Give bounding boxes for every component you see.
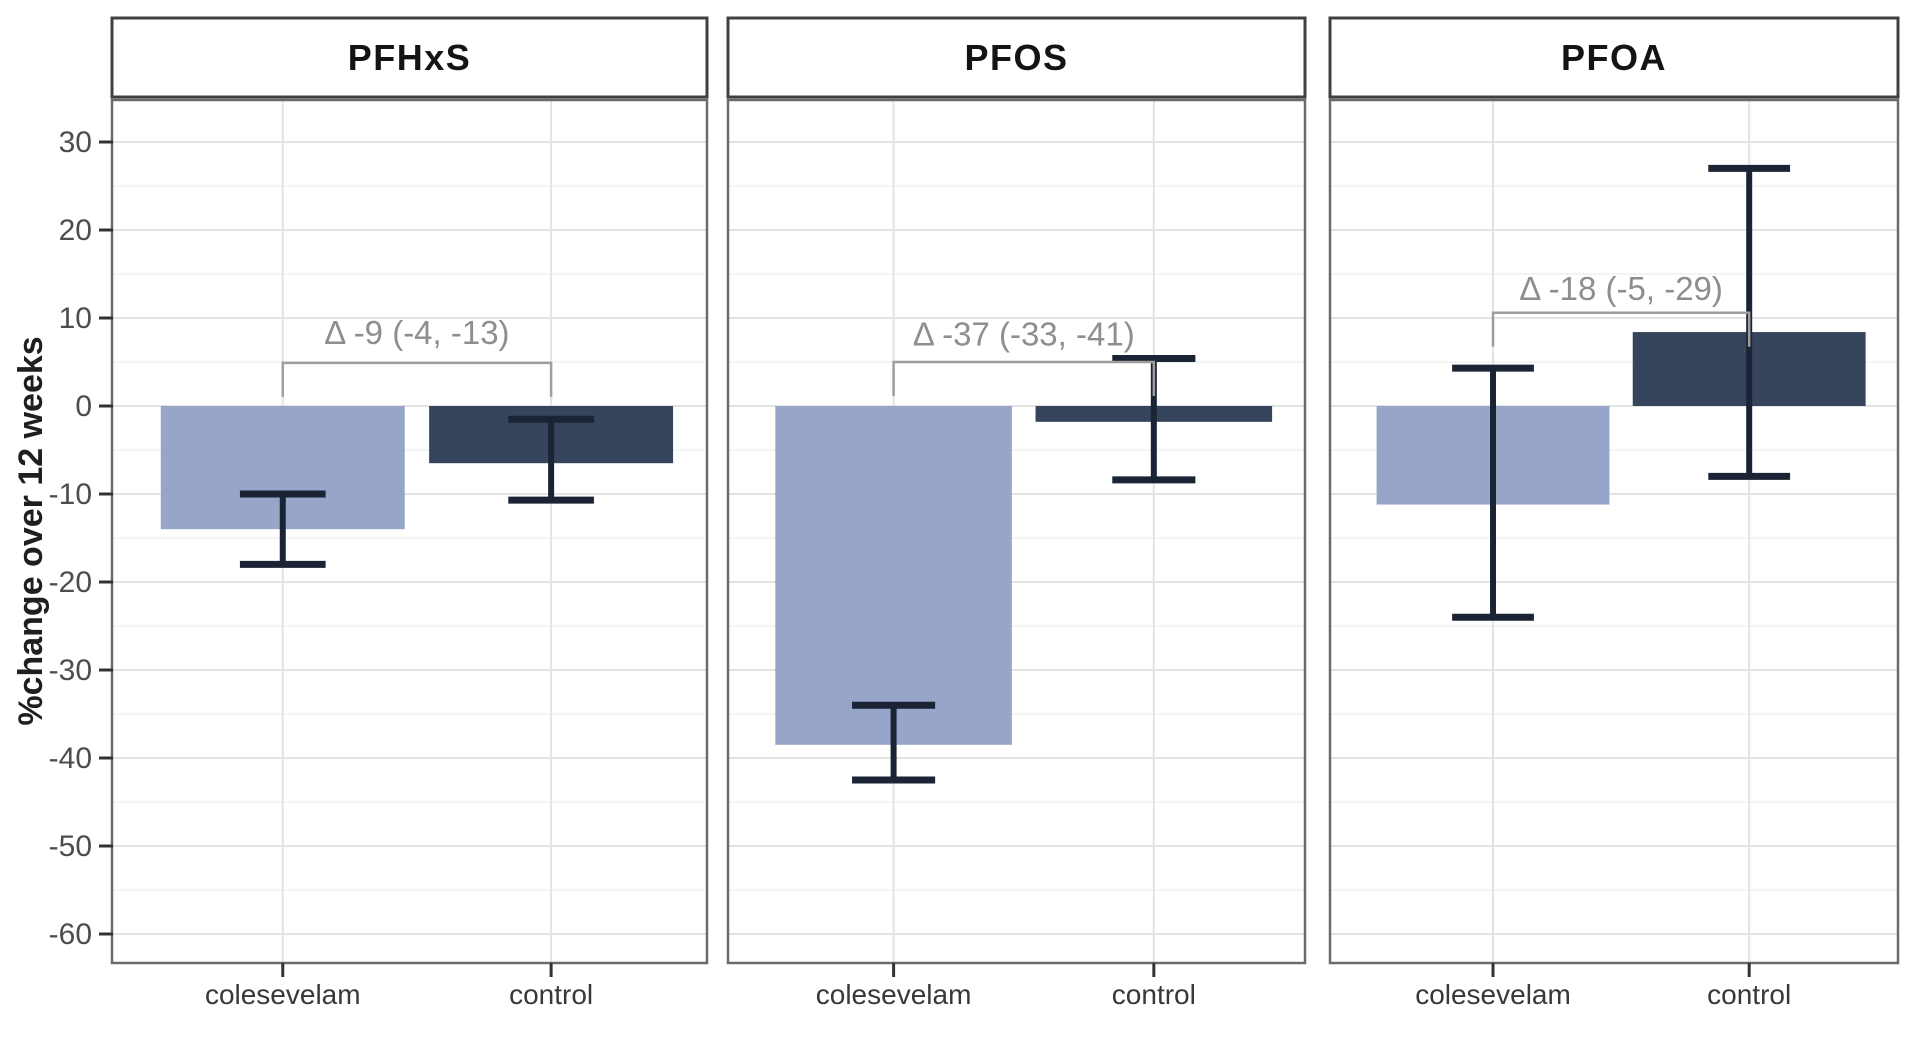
delta-annotation: Δ -18 (-5, -29): [1519, 270, 1723, 307]
facet-header: [110, 16, 709, 99]
panel-border: [110, 98, 709, 965]
x-category-label: control: [1112, 979, 1196, 1010]
delta-annotation: Δ -9 (-4, -13): [324, 314, 509, 351]
x-category-label: colesevelam: [205, 979, 361, 1010]
x-category-label: colesevelam: [1415, 979, 1571, 1010]
facet-title: PFOA: [1561, 37, 1667, 78]
y-tick-label: -30: [49, 654, 92, 687]
y-tick-label: -20: [49, 566, 92, 599]
y-axis-title: %change over 12 weeks: [12, 336, 50, 725]
panel-border: [726, 98, 1307, 965]
comparison-bracket: [1491, 311, 1751, 347]
panel-PFOS: Δ -37 (-33, -41) PFOS colesevelam control: [726, 16, 1307, 1010]
x-category-label: colesevelam: [816, 979, 972, 1010]
y-tick-label: 10: [59, 302, 92, 335]
panel-PFOA: Δ -18 (-5, -29) PFOA colesevelam control: [1328, 16, 1900, 1010]
panel-PFHxS: Δ -9 (-4, -13) PFHxS colesevelam control: [110, 16, 709, 1010]
y-tick-label: 30: [59, 126, 92, 159]
y-tick-label: -50: [49, 830, 92, 863]
facet-header: [1328, 16, 1900, 99]
comparison-bracket: [892, 360, 1156, 396]
bar-PFOS-colesevelam: [775, 406, 1012, 745]
y-tick-label: -10: [49, 478, 92, 511]
y-tick-label: 20: [59, 214, 92, 247]
x-category-label: control: [509, 979, 593, 1010]
comparison-bracket: [281, 361, 553, 397]
y-axis: 30 20 10 0 -10 -20 -30 -40 -50 -60: [49, 126, 113, 951]
y-tick-label: -40: [49, 742, 92, 775]
facet-title: PFHxS: [348, 37, 472, 78]
y-tick-label: 0: [75, 390, 92, 423]
y-tick-label: -60: [49, 918, 92, 951]
panel-border: [1328, 98, 1900, 965]
facet-title: PFOS: [964, 37, 1068, 78]
facet-header: [726, 16, 1307, 99]
delta-annotation: Δ -37 (-33, -41): [913, 316, 1135, 353]
x-category-label: control: [1707, 979, 1791, 1010]
